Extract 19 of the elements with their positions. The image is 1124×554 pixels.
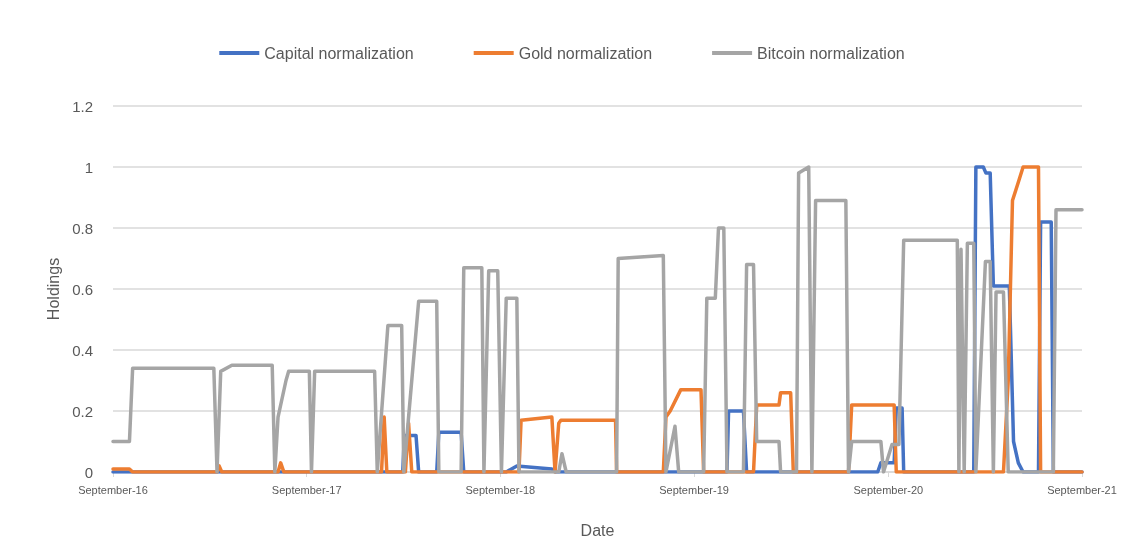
y-tick-label: 1.2 bbox=[72, 97, 93, 115]
x-tick-label: September-21 bbox=[1047, 483, 1117, 496]
y-tick-label: 0.2 bbox=[72, 402, 93, 420]
legend-label: Bitcoin normalization bbox=[757, 44, 905, 62]
y-tick-label: 0.6 bbox=[72, 280, 93, 298]
x-tick-label: September-19 bbox=[659, 483, 729, 496]
y-tick-label: 1 bbox=[84, 158, 93, 176]
x-tick-label: September-16 bbox=[78, 483, 148, 496]
y-tick-label: 0.8 bbox=[72, 219, 93, 237]
x-axis-title: Date bbox=[580, 521, 615, 539]
line-series bbox=[111, 165, 1084, 474]
x-tick-label: September-18 bbox=[465, 483, 536, 496]
y-tick-label: 0.4 bbox=[72, 341, 93, 359]
y-tick-label: 0 bbox=[84, 463, 93, 481]
legend-label: Gold normalization bbox=[518, 44, 653, 62]
y-axis-title: Holdings bbox=[44, 257, 62, 321]
legend-label: Capital normalization bbox=[264, 44, 414, 62]
x-tick-label: September-20 bbox=[853, 483, 924, 496]
x-tick-label: September-17 bbox=[271, 483, 342, 496]
